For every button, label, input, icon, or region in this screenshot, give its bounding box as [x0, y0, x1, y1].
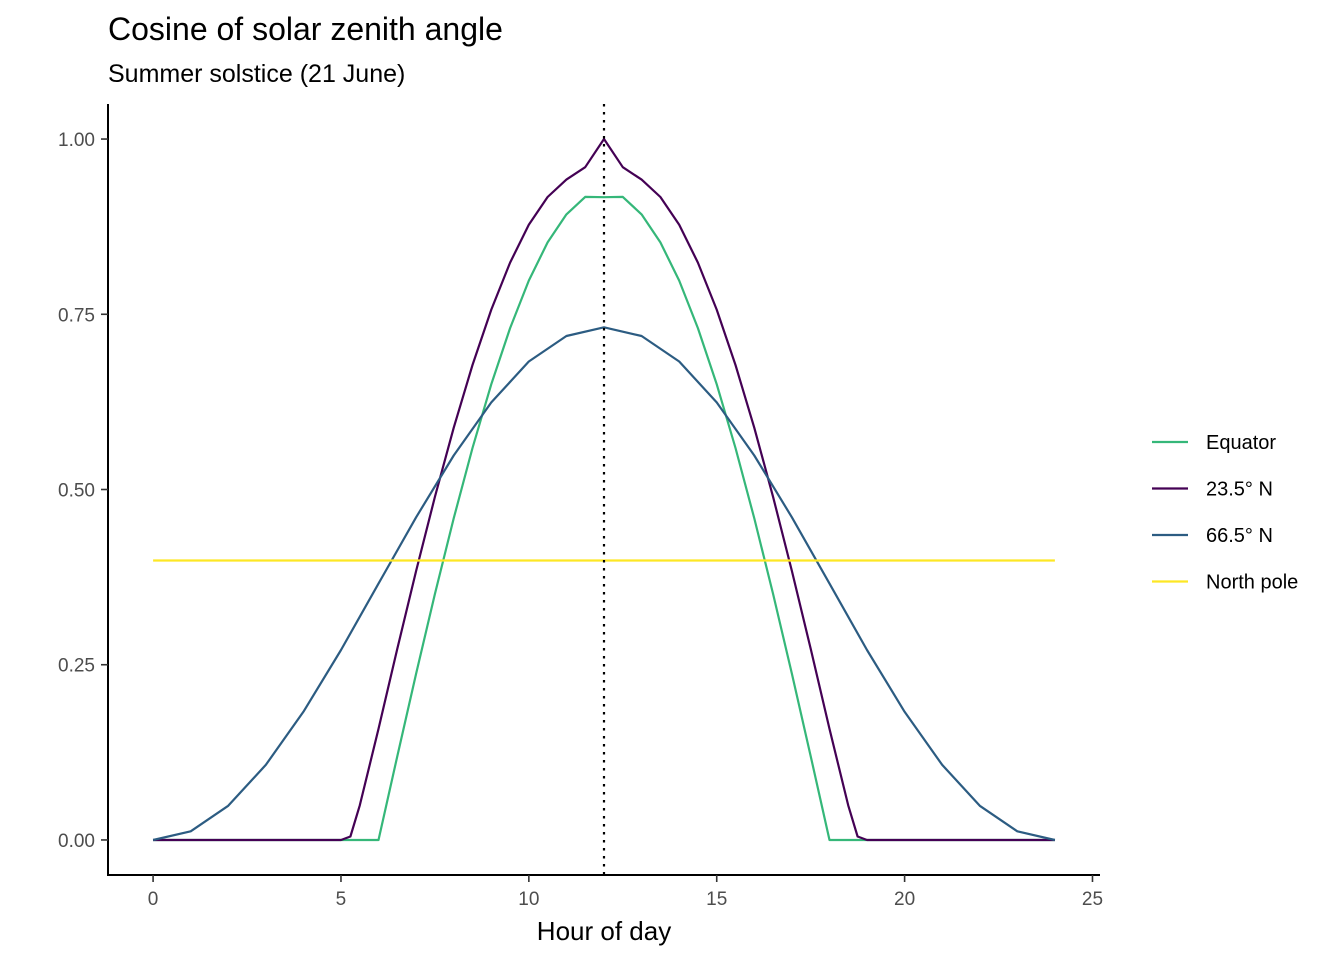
series-line-1 — [153, 137, 1055, 842]
x-tick-label: 0 — [148, 889, 159, 910]
chart-subtitle: Summer solstice (21 June) — [108, 60, 405, 88]
axes: 0 5 10 15 20 25 0.00 0.25 0.50 0.75 1.00 — [58, 104, 1103, 910]
y-tick-label: 0.75 — [58, 305, 95, 326]
series-line-0 — [153, 195, 1055, 842]
y-tick-label: 1.00 — [58, 130, 95, 151]
chart-title: Cosine of solar zenith angle — [108, 11, 503, 47]
plot-lines — [152, 104, 1056, 875]
x-axis-title: Hour of day — [537, 916, 671, 946]
legend: Equator 23.5° N 66.5° N North pole — [1152, 432, 1298, 594]
y-tick-label: 0.50 — [58, 481, 95, 502]
y-tick-label: 0.00 — [58, 831, 95, 852]
legend-label: 66.5° N — [1206, 525, 1273, 547]
x-tick-label: 10 — [518, 889, 539, 910]
x-tick-label: 15 — [706, 889, 727, 910]
x-tick-label: 25 — [1082, 889, 1103, 910]
legend-label: North pole — [1206, 572, 1298, 594]
x-tick-label: 5 — [336, 889, 347, 910]
y-tick-label: 0.25 — [58, 656, 95, 677]
legend-label: 23.5° N — [1206, 479, 1273, 501]
x-tick-label: 20 — [894, 889, 915, 910]
series-line-2 — [152, 326, 1056, 842]
legend-label: Equator — [1206, 432, 1276, 454]
